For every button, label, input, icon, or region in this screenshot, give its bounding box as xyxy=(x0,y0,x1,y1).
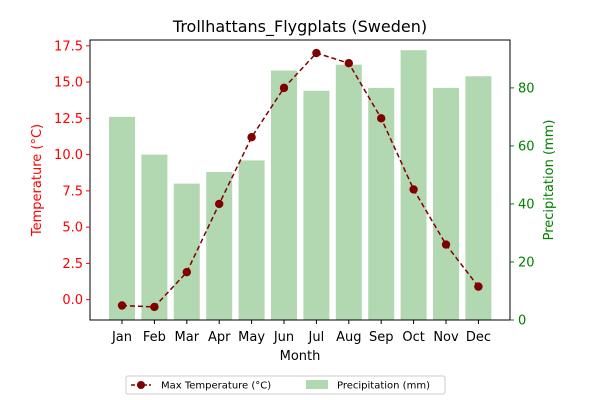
x-tick-label-aug: Aug xyxy=(336,330,361,345)
chart-title: Trollhattans_Flygplats (Sweden) xyxy=(172,17,427,37)
temp-point-feb xyxy=(150,302,159,312)
x-tick-label-apr: Apr xyxy=(208,330,231,345)
y-left-tick-label: 12.5 xyxy=(54,112,83,127)
precip-bar-jul xyxy=(303,90,330,321)
y-axis-right: 0 20 40 60 80 xyxy=(510,81,535,329)
temp-point-nov xyxy=(441,240,451,249)
legend-label-temperature: Max Temperature (°C) xyxy=(161,381,271,392)
y-left-tick-label: 10.0 xyxy=(54,148,83,163)
x-axis-label: Month xyxy=(280,349,321,364)
y-right-tick-label: 80 xyxy=(518,81,535,96)
y-right-tick-label: 60 xyxy=(518,139,535,154)
x-tick-label-may: May xyxy=(238,330,265,345)
x-tick-label-jul: Jul xyxy=(308,330,325,345)
temp-point-dec xyxy=(474,282,483,291)
y-axis-left-label: Temperature (°C) xyxy=(30,124,45,237)
y-axis-left: 0.0 2.5 5.0 7.5 10.0 12.5 15.0 17.5 xyxy=(54,39,90,308)
y-left-tick-label: 17.5 xyxy=(54,39,83,54)
x-tick-label-dec: Dec xyxy=(466,330,491,345)
temp-point-jun xyxy=(279,83,289,93)
x-tick-label-oct: Oct xyxy=(402,330,424,345)
temperature-line xyxy=(117,48,483,312)
temperature-series-line xyxy=(121,52,479,308)
plot-frame xyxy=(89,39,511,321)
x-tick-label-mar: Mar xyxy=(175,330,200,345)
legend-label-precipitation: Precipitation (mm) xyxy=(337,381,430,392)
precip-bar-oct xyxy=(400,50,427,320)
temp-point-jan xyxy=(117,301,127,310)
precip-bar-sep xyxy=(368,87,395,321)
x-tick-label-feb: Feb xyxy=(143,330,166,345)
y-left-tick-label: 0.0 xyxy=(62,293,83,308)
temp-point-aug xyxy=(344,59,353,68)
y-right-tick-label: 40 xyxy=(518,197,535,212)
precipitation-bars xyxy=(109,50,492,321)
x-tick-label-nov: Nov xyxy=(433,330,459,345)
precip-bar-may xyxy=(238,160,265,320)
precip-bar-aug xyxy=(335,64,362,321)
temp-point-apr xyxy=(215,199,224,209)
precip-bar-mar xyxy=(173,183,200,320)
legend-frame xyxy=(125,375,446,395)
temp-point-jul xyxy=(312,48,321,58)
y-right-tick-label: 0 xyxy=(518,314,526,329)
y-left-tick-label: 15.0 xyxy=(54,76,83,91)
precip-bar-jun xyxy=(271,70,297,320)
x-axis: Jan Feb Mar Apr May Jun Jul Aug Sep Oct Nov Dec xyxy=(111,320,491,345)
y-right-tick-label: 20 xyxy=(518,255,535,270)
precip-bar-dec xyxy=(465,76,492,320)
temp-point-mar xyxy=(182,267,191,277)
legend-marker-swatch xyxy=(137,381,145,389)
precip-bar-jan xyxy=(109,116,135,320)
legend-bar-swatch xyxy=(306,380,328,389)
precip-bar-feb xyxy=(141,154,168,320)
y-left-tick-label: 5.0 xyxy=(62,221,83,236)
x-tick-label-sep: Sep xyxy=(369,330,394,345)
temp-point-oct xyxy=(409,185,418,194)
precip-bar-nov xyxy=(433,87,459,321)
y-axis-right-label: Precipitation (mm) xyxy=(542,120,557,241)
x-tick-label-jan: Jan xyxy=(111,330,132,345)
temp-point-sep xyxy=(377,114,386,123)
y-left-tick-label: 2.5 xyxy=(62,257,83,272)
legend: Max Temperature (°C) Precipitation (mm) xyxy=(125,375,446,395)
temp-point-may xyxy=(247,133,256,142)
precip-bar-apr xyxy=(206,172,233,320)
x-tick-label-jun: Jun xyxy=(273,330,294,345)
y-left-tick-label: 7.5 xyxy=(62,184,83,199)
